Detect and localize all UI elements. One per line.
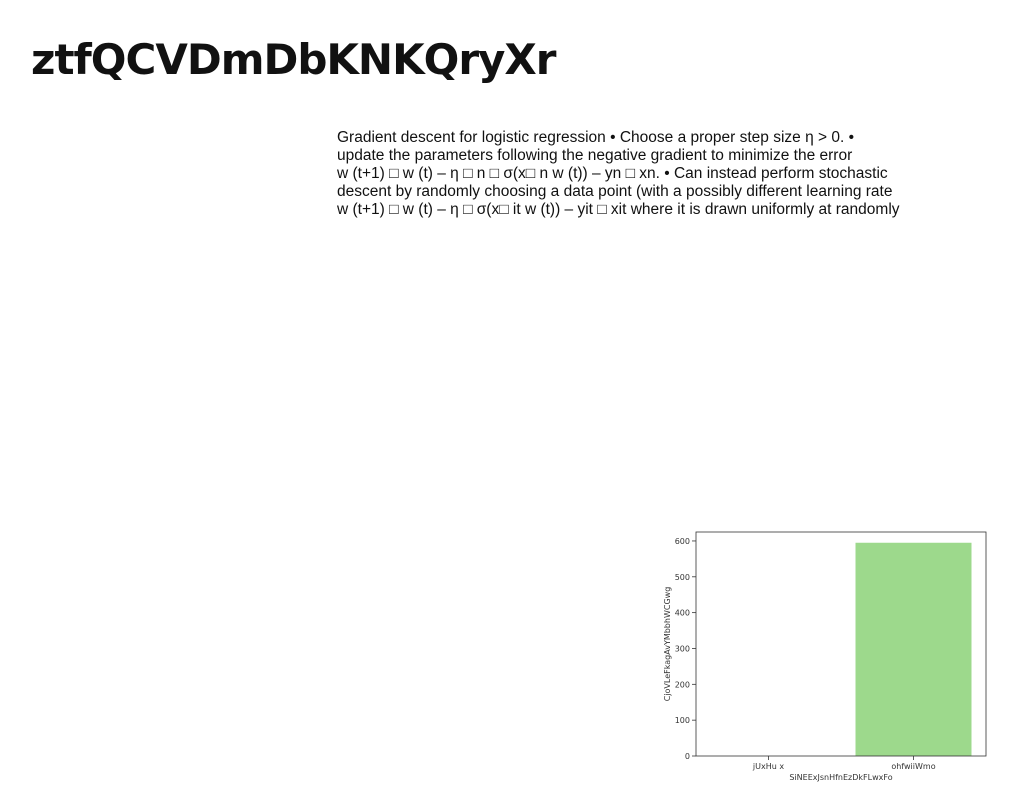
x-tick-label: ohfwiiWmo	[891, 762, 935, 771]
bar	[855, 542, 972, 756]
y-tick-label: 400	[675, 609, 690, 618]
x-axis-label: SiNEExJsnHfnEzDkFLwxFo	[789, 773, 892, 782]
body-text: Gradient descent for logistic regression…	[337, 129, 937, 219]
page-title: ztfQCVDmDbKNKQryXr	[31, 35, 557, 84]
y-tick-label: 100	[675, 716, 690, 725]
y-tick-label: 0	[685, 752, 690, 761]
y-tick-label: 300	[675, 644, 690, 653]
plot-frame	[695, 531, 987, 757]
bar-chart: jUxHu x ohfwiiWmo 0 100 200 300 400 500 600 SiNEE…	[656, 524, 996, 786]
body-line: Gradient descent for logistic regression…	[337, 129, 855, 146]
chart-svg: jUxHu x ohfwiiWmo 0 100 200 300 400 500 600 SiNEE…	[663, 531, 987, 782]
y-tick-label: 500	[675, 573, 690, 582]
body-line: w (t+1) □ w (t) – η □ n □ σ(x□ n w (t)) …	[337, 165, 888, 182]
body-line: w (t+1) □ w (t) – η □ σ(x□ it w (t)) – y…	[337, 201, 900, 218]
y-tick-label: 600	[675, 537, 690, 546]
y-tick-label: 200	[675, 680, 690, 689]
body-line: update the parameters following the nega…	[337, 147, 853, 164]
body-line: descent by randomly choosing a data poin…	[337, 183, 893, 200]
x-tick-label: jUxHu x	[752, 762, 784, 771]
y-axis-label: CjoVLeFkagAvYMbbhWCGwg	[663, 587, 672, 702]
